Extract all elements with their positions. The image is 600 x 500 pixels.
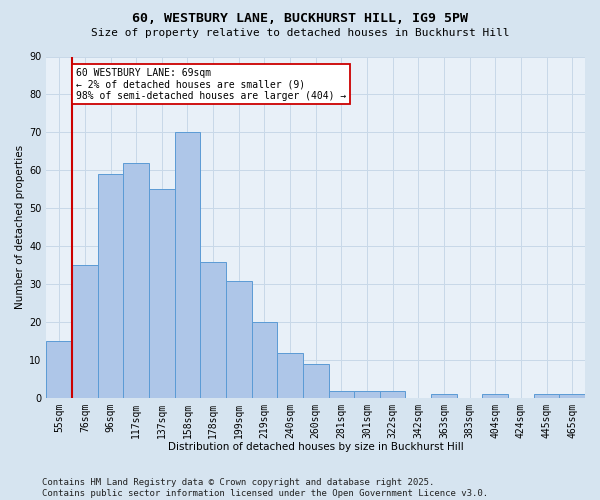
Bar (226, 280, 251, 398)
Text: 60 WESTBURY LANE: 69sqm
← 2% of detached houses are smaller (9)
98% of semi-deta: 60 WESTBURY LANE: 69sqm ← 2% of detached… (76, 68, 346, 101)
Bar (380, 390, 406, 398)
Text: Contains HM Land Registry data © Crown copyright and database right 2025.
Contai: Contains HM Land Registry data © Crown c… (42, 478, 488, 498)
Bar (482, 394, 508, 398)
Bar (46, 342, 72, 398)
Y-axis label: Number of detached properties: Number of detached properties (15, 146, 25, 310)
Text: Size of property relative to detached houses in Buckhurst Hill: Size of property relative to detached ho… (91, 28, 509, 38)
Bar (559, 394, 585, 398)
Bar (98, 174, 124, 398)
Bar (251, 322, 277, 398)
Bar (149, 190, 175, 398)
Bar (329, 390, 354, 398)
Bar (431, 394, 457, 398)
Bar (303, 364, 329, 398)
Bar (175, 132, 200, 398)
Bar (354, 390, 380, 398)
Bar (534, 394, 559, 398)
Text: 60, WESTBURY LANE, BUCKHURST HILL, IG9 5PW: 60, WESTBURY LANE, BUCKHURST HILL, IG9 5… (132, 12, 468, 26)
Bar (200, 262, 226, 398)
X-axis label: Distribution of detached houses by size in Buckhurst Hill: Distribution of detached houses by size … (168, 442, 464, 452)
Bar (277, 352, 303, 398)
Bar (124, 163, 149, 398)
Bar (72, 266, 98, 398)
